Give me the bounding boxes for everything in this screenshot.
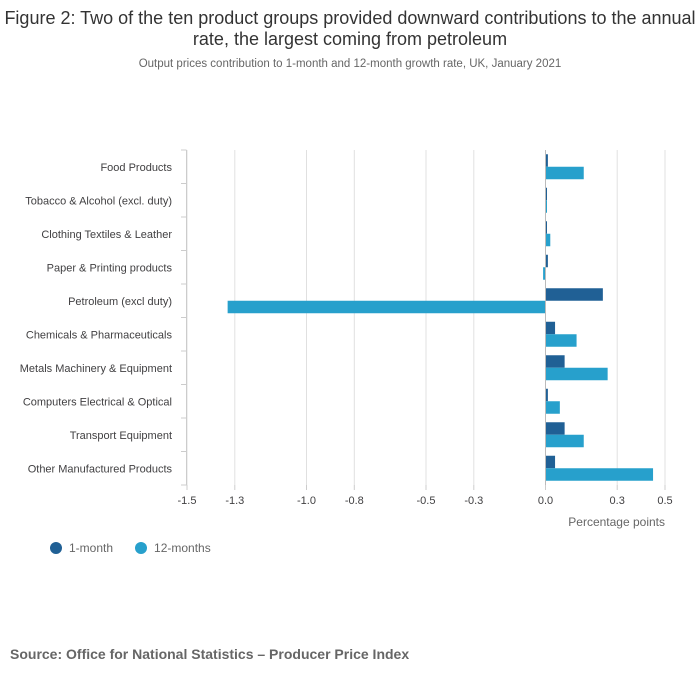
legend-marker-1-month — [50, 542, 62, 554]
bar-1-month — [545, 221, 547, 234]
x-tick-label: -1.5 — [178, 495, 197, 507]
x-tick-label: -0.8 — [345, 495, 364, 507]
category-label: Paper & Printing products — [47, 262, 173, 274]
bar-1-month — [545, 388, 548, 402]
bar-12-months — [545, 233, 551, 247]
x-tick-label: -0.3 — [464, 495, 483, 507]
bar-12-months — [543, 267, 546, 280]
bar-chart: Food Products Tobacco & Alcohol (excl. du… — [20, 149, 673, 529]
legend-item-12-months[interactable]: 12-months — [135, 541, 211, 555]
category-label: Food Products — [100, 162, 172, 174]
bar-1-month — [545, 154, 548, 167]
bar-12-months — [545, 200, 547, 213]
bar-1-month — [545, 254, 548, 268]
category-label: Petroleum (excl duty) — [68, 296, 172, 308]
x-tick-label: 0.5 — [657, 495, 672, 507]
x-tick-label: 0.0 — [538, 495, 553, 507]
legend-label-1-month: 1-month — [69, 541, 114, 555]
bar-12-months — [545, 401, 560, 414]
category-label: Chemicals & Pharmaceuticals — [26, 329, 173, 341]
bar-12-months — [545, 468, 654, 481]
source-note: Source: Office for National Statistics –… — [10, 646, 410, 662]
bar-1-month — [545, 455, 556, 469]
x-tick-label: 0.3 — [610, 495, 625, 507]
x-axis-label: Percentage points — [568, 515, 665, 529]
bar-12-months — [545, 334, 577, 347]
category-label: Other Manufactured Products — [28, 463, 173, 475]
bar-12-months — [545, 367, 608, 381]
bar-1-month — [545, 355, 565, 368]
category-label: Transport Equipment — [70, 430, 172, 442]
bar-12-months — [227, 300, 546, 314]
legend-item-1-month[interactable]: 1-month — [50, 541, 113, 555]
category-label: Tobacco & Alcohol (excl. duty) — [25, 195, 172, 207]
legend-label-12-months: 12-months — [154, 541, 211, 555]
chart-title: Figure 2: Two of the ten product groups … — [4, 8, 696, 49]
category-label: Metals Machinery & Equipment — [20, 363, 172, 375]
x-tick-label: -1.3 — [225, 495, 244, 507]
category-label: Computers Electrical & Optical — [23, 396, 172, 408]
x-tick-label: -0.5 — [417, 495, 436, 507]
chart-subtitle: Output prices contribution to 1-month an… — [138, 58, 562, 70]
bar-12-months — [545, 166, 584, 180]
bar-1-month — [545, 288, 603, 301]
bar-1-month — [545, 321, 556, 335]
category-label: Clothing Textiles & Leather — [41, 229, 172, 241]
bar-12-months — [545, 434, 584, 448]
legend-marker-12-months — [135, 542, 148, 554]
bar-1-month — [545, 187, 547, 201]
x-tick-label: -1.0 — [297, 495, 316, 507]
bar-1-month — [545, 422, 565, 435]
chart-legend: 1-month 12-months — [50, 541, 233, 555]
